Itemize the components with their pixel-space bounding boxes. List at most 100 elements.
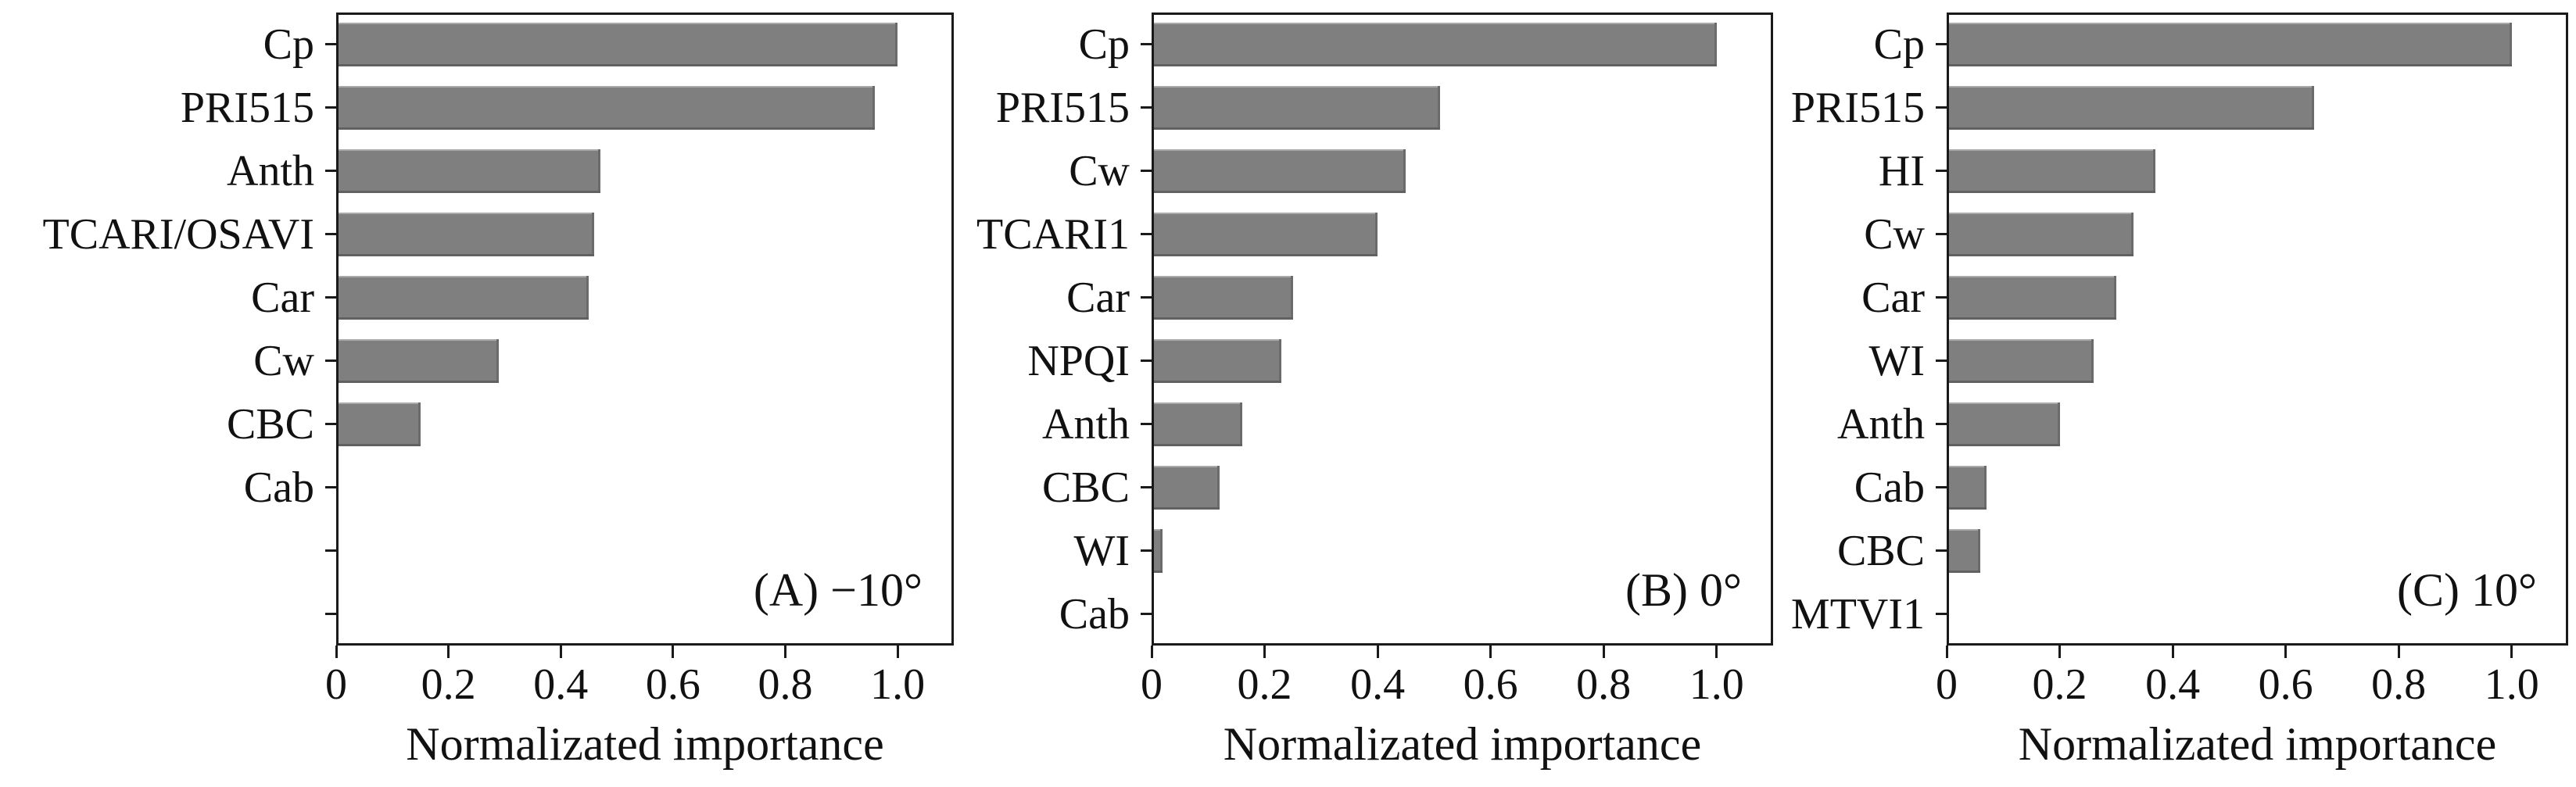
- y-tick-label-c: HI: [1878, 146, 1925, 195]
- x-axis-label-a: Normalizated importance: [406, 718, 884, 770]
- y-tick-b: [1141, 423, 1152, 425]
- y-tick-a: [325, 233, 336, 235]
- y-tick-c: [1936, 486, 1947, 488]
- y-tick-label-a: Cab: [243, 463, 314, 512]
- bar-a-pri515: [339, 85, 876, 130]
- y-tick-c: [1936, 233, 1947, 235]
- y-tick-c: [1936, 43, 1947, 45]
- y-tick-label-b: Anth: [1042, 399, 1130, 449]
- plot-area-b: [1152, 13, 1773, 646]
- bar-c-cw: [1949, 212, 2134, 256]
- bar-c-car: [1949, 275, 2116, 320]
- y-tick-label-b: Cp: [1078, 20, 1130, 69]
- x-tick-label-c: 0.8: [2371, 660, 2427, 709]
- x-tick-label-a: 0.8: [758, 660, 813, 709]
- y-tick-a: [325, 613, 336, 615]
- x-tick-a: [784, 646, 787, 658]
- y-tick-label-b: Cab: [1059, 589, 1130, 639]
- bar-c-cp: [1949, 22, 2512, 66]
- x-tick-label-b: 0: [1141, 660, 1163, 709]
- bar-b-cp: [1154, 22, 1717, 66]
- x-tick-b: [1715, 646, 1718, 658]
- y-tick-b: [1141, 486, 1152, 488]
- y-tick-b: [1141, 360, 1152, 362]
- y-tick-label-b: NPQI: [1027, 336, 1130, 385]
- y-tick-c: [1936, 360, 1947, 362]
- x-tick-a: [335, 646, 338, 658]
- bar-c-hi: [1949, 148, 2156, 193]
- x-tick-b: [1376, 646, 1379, 658]
- y-tick-c: [1936, 170, 1947, 172]
- x-tick-c: [2510, 646, 2513, 658]
- x-tick-label-c: 0.4: [2145, 660, 2201, 709]
- y-tick-label-a: Car: [251, 273, 314, 322]
- bar-b-cbc: [1154, 465, 1220, 510]
- y-tick-label-b: Cw: [1069, 146, 1130, 195]
- y-tick-b: [1141, 106, 1152, 109]
- x-tick-label-a: 0.6: [645, 660, 700, 709]
- x-tick-a: [896, 646, 899, 658]
- x-tick-label-b: 0.2: [1237, 660, 1292, 709]
- y-tick-c: [1936, 106, 1947, 109]
- y-tick-b: [1141, 613, 1152, 615]
- bar-b-car: [1154, 275, 1293, 320]
- x-tick-label-c: 0.2: [2032, 660, 2087, 709]
- y-tick-b: [1141, 43, 1152, 45]
- plot-area-c: [1947, 13, 2568, 646]
- x-tick-label-b: 0.6: [1463, 660, 1518, 709]
- panel-annotation-c: (C) 10°: [2397, 564, 2537, 616]
- x-tick-b: [1263, 646, 1267, 658]
- y-tick-label-c: Cp: [1873, 20, 1925, 69]
- y-tick-label-c: Cab: [1854, 463, 1925, 512]
- x-tick-a: [672, 646, 675, 658]
- y-tick-label-c: Cw: [1864, 209, 1925, 259]
- x-tick-b: [1489, 646, 1492, 658]
- bar-a-tcari-osavi: [339, 212, 595, 256]
- bar-a-anth: [339, 148, 600, 193]
- y-tick-label-b: PRI515: [995, 83, 1130, 132]
- y-tick-b: [1141, 296, 1152, 299]
- x-axis-label-c: Normalizated importance: [2018, 718, 2497, 770]
- plot-area-a: [336, 13, 954, 646]
- x-tick-c: [2058, 646, 2062, 658]
- y-tick-a: [325, 423, 336, 425]
- bar-a-cw: [339, 338, 500, 383]
- y-tick-label-b: WI: [1073, 526, 1130, 575]
- x-tick-label-a: 0.4: [533, 660, 589, 709]
- y-tick-c: [1936, 296, 1947, 299]
- bar-c-cbc: [1949, 528, 1981, 573]
- bar-a-cbc: [339, 402, 421, 446]
- y-tick-a: [325, 486, 336, 488]
- x-tick-a: [559, 646, 562, 658]
- y-tick-label-c: PRI515: [1790, 83, 1925, 132]
- bar-a-cp: [339, 22, 898, 66]
- y-tick-a: [325, 170, 336, 172]
- y-tick-label-a: CBC: [226, 399, 314, 449]
- y-tick-c: [1936, 549, 1947, 552]
- bar-c-pri515: [1949, 85, 2314, 130]
- bar-b-tcari1: [1154, 212, 1378, 256]
- y-tick-label-b: Car: [1066, 273, 1130, 322]
- x-tick-b: [1150, 646, 1153, 658]
- x-tick-label-c: 0.6: [2258, 660, 2313, 709]
- y-tick-label-c: Anth: [1837, 399, 1925, 449]
- y-tick-label-b: TCARI1: [976, 209, 1130, 259]
- y-tick-a: [325, 106, 336, 109]
- x-tick-label-a: 0: [325, 660, 347, 709]
- x-tick-label-a: 0.2: [421, 660, 476, 709]
- panel-annotation-b: (B) 0°: [1625, 564, 1742, 616]
- y-tick-c: [1936, 423, 1947, 425]
- panel-annotation-a: (A) −10°: [753, 564, 923, 616]
- x-tick-c: [2397, 646, 2400, 658]
- bar-b-npqi: [1154, 338, 1282, 383]
- x-tick-label-b: 0.4: [1350, 660, 1406, 709]
- x-tick-label-c: 1.0: [2484, 660, 2539, 709]
- y-tick-label-c: CBC: [1836, 526, 1925, 575]
- bar-c-cab: [1949, 465, 1987, 510]
- x-tick-c: [2171, 646, 2174, 658]
- x-tick-label-b: 1.0: [1689, 660, 1744, 709]
- y-tick-label-a: Anth: [227, 146, 314, 195]
